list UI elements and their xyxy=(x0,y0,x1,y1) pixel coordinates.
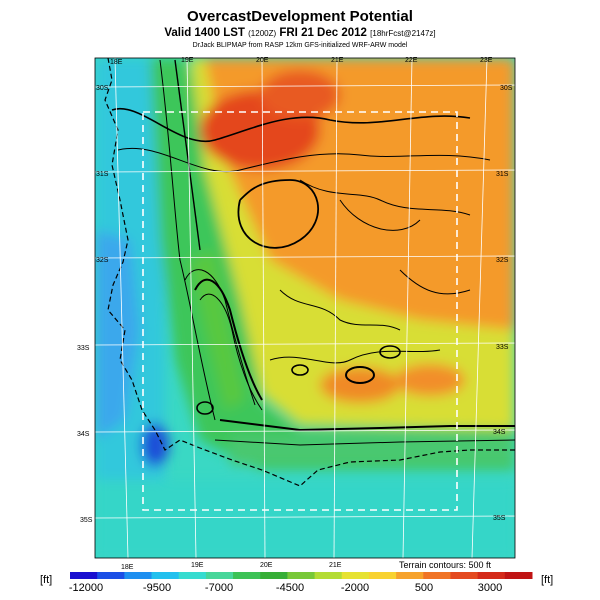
lat-label-right: 35S xyxy=(493,515,506,522)
lon-label-bottom: 18E xyxy=(121,564,134,571)
colorbar-label: -4500 xyxy=(276,582,304,594)
colorbar-swatch xyxy=(97,572,125,579)
lon-label-top: 23E xyxy=(480,57,493,64)
map-frame xyxy=(94,57,516,559)
lon-label-top: 19E xyxy=(181,57,194,64)
graticule xyxy=(95,58,515,558)
lat-label-left: 30S xyxy=(96,85,109,92)
colorbar-swatch xyxy=(287,572,316,579)
lon-label-top: 21E xyxy=(331,57,344,64)
map-field xyxy=(95,58,515,558)
lon-label-bottom: 19E xyxy=(191,562,204,569)
model-source-line: DrJack BLIPMAP from RASP 12km GFS-initia… xyxy=(192,42,408,49)
graticule-labels: 18E 19E 20E 21E 22E 23E 18E 19E 20E 21E … xyxy=(77,57,513,571)
lat-label-left: 31S xyxy=(96,171,109,178)
colorbar-swatch xyxy=(368,572,397,579)
colorbar-swatch xyxy=(151,572,180,579)
lon-label-top: 20E xyxy=(256,57,269,64)
colorbar-swatch xyxy=(70,572,98,579)
colorbar-label: -9500 xyxy=(143,582,171,594)
colorbar-swatch xyxy=(233,572,261,579)
lat-label-right: 32S xyxy=(496,257,509,264)
lon-label-bottom: 21E xyxy=(329,562,342,569)
inner-domain-box xyxy=(142,111,458,511)
lat-label-right: 30S xyxy=(500,85,513,92)
colorbar-swatch xyxy=(477,572,506,579)
colorbar-swatch xyxy=(504,572,533,579)
colorbar-swatch xyxy=(124,572,153,579)
colorbar-swatch xyxy=(423,572,451,579)
colorbar-swatch xyxy=(341,572,370,579)
colorbar-label: 500 xyxy=(415,582,433,594)
lon-label-bottom: 20E xyxy=(260,562,273,569)
colorbar-swatch xyxy=(205,572,234,579)
colorbar-swatch xyxy=(450,572,479,579)
terrain-contours-note: Terrain contours: 500 ft xyxy=(399,560,492,570)
map-title: OvercastDevelopment Potential xyxy=(187,8,413,25)
coastline xyxy=(104,58,515,487)
lat-label-left: 32S xyxy=(96,257,109,264)
lat-label-left: 33S xyxy=(77,345,90,352)
colorbar-unit-right: [ft] xyxy=(541,574,554,586)
colorbar-label: -2000 xyxy=(341,582,369,594)
colorbar xyxy=(70,572,533,579)
lat-label-right: 33S xyxy=(496,344,509,351)
colorbar-label: 3000 xyxy=(478,582,502,594)
lat-label-right: 31S xyxy=(496,171,509,178)
lon-label-top: 22E xyxy=(405,57,418,64)
valid-time-line: Valid 1400 LST (1200Z) FRI 21 Dec 2012 [… xyxy=(164,27,436,39)
lon-label-top: 18E xyxy=(110,59,123,66)
colorbar-label: -12000 xyxy=(69,582,103,594)
colorbar-label: -7000 xyxy=(205,582,233,594)
lat-label-left: 34S xyxy=(77,431,90,438)
colorbar-swatch xyxy=(178,572,207,579)
colorbar-unit-left: [ft] xyxy=(40,574,53,586)
colorbar-swatch xyxy=(396,572,424,579)
colorbar-labels: -12000 -9500 -7000 -4500 -2000 500 3000 xyxy=(69,582,502,594)
colorbar-swatch xyxy=(260,572,288,579)
colorbar-swatch xyxy=(314,572,343,579)
contour-lines xyxy=(111,59,515,446)
lat-label-right: 34S xyxy=(493,429,506,436)
lat-label-left: 35S xyxy=(80,517,93,524)
